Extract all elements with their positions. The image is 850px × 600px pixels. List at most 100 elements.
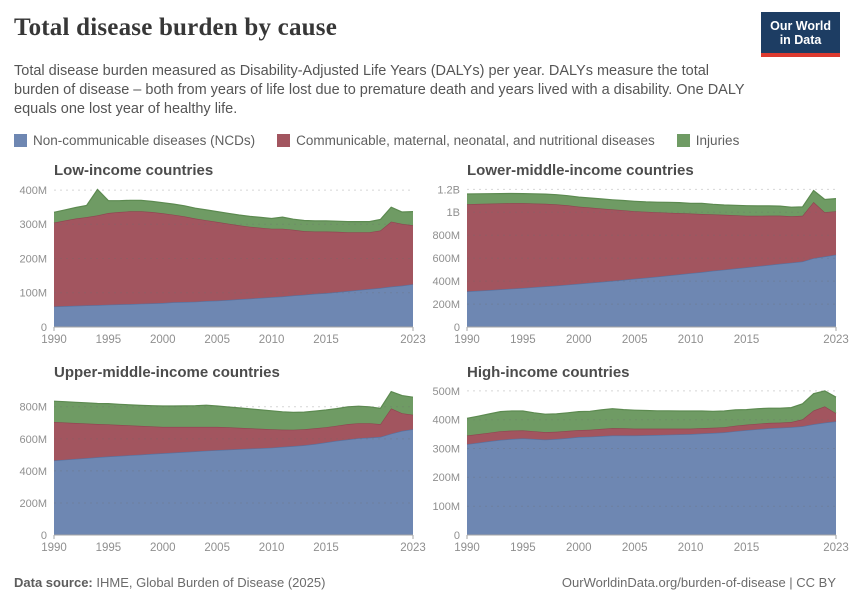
x-tick-label: 2010 [678, 334, 704, 346]
footer-source-label: Data source: [14, 574, 93, 590]
y-tick-label: 400M [19, 465, 47, 477]
y-tick-label: 100M [432, 501, 460, 513]
y-tick-label: 300M [19, 219, 47, 231]
legend-item-injuries: Injuries [676, 133, 740, 149]
chart-upper-middle-income[interactable]: 0 200M 400M 600M 800M 1990 1995 2000 2005 2010 201… [14, 384, 426, 557]
legend-label-injuries: Injuries [695, 133, 740, 149]
x-tick-label: 2023 [823, 542, 849, 554]
x-tick-label: 1995 [510, 334, 536, 346]
legend-label-ncds: Non-communicable diseases (NCDs) [33, 133, 256, 149]
area-ncds[interactable] [467, 254, 836, 327]
y-tick-label: 400M [432, 414, 460, 426]
y-tick-label: 800M [432, 230, 460, 242]
x-tick-label: 2023 [400, 334, 426, 346]
owid-logo[interactable]: Our World in Data [761, 12, 840, 57]
x-tick-label: 2005 [622, 542, 648, 554]
boundary-line-injuries [53, 187, 414, 222]
chart-cell-lower-middle-income: Lower-middle-income countries 0 200M 400M 6… [427, 161, 848, 349]
y-tick-label: 0 [41, 529, 47, 541]
y-tick-label: 300M [432, 443, 460, 455]
y-tick-label: 200M [432, 472, 460, 484]
y-tick-label: 100M [19, 287, 47, 299]
x-tick-label: 2005 [622, 334, 648, 346]
x-tick-label: 2015 [734, 542, 760, 554]
legend-label-communicable: Communicable, maternal, neonatal, and nu… [296, 133, 655, 149]
x-tick-label: 1990 [454, 542, 480, 554]
chart-title-upper-middle-income: Upper-middle-income countries [54, 363, 280, 381]
x-tick-label: 2023 [823, 334, 849, 346]
chart-subtitle: Total disease burden measured as Disabil… [14, 63, 745, 117]
charts-grid: Low-income countries 0 100M 200M 300M 400M 19… [14, 161, 848, 557]
y-tick-label: 0 [41, 321, 47, 333]
owid-logo-line2: in Data [779, 33, 822, 48]
chart-high-income[interactable]: 0 100M 200M 300M 400M 500M 1990 1995 2000 2005 201… [427, 384, 848, 557]
x-tick-label: 2023 [400, 542, 426, 554]
x-tick-label: 1990 [41, 334, 67, 346]
x-tick-label: 2000 [150, 334, 176, 346]
chart-cell-low-income: Low-income countries 0 100M 200M 300M 400M 19… [14, 161, 425, 349]
x-tick-label: 2015 [734, 334, 760, 346]
y-tick-label: 400M [19, 184, 47, 196]
chart-title-high-income: High-income countries [467, 363, 630, 381]
y-tick-label: 200M [19, 253, 47, 265]
chart-cell-upper-middle-income: Upper-middle-income countries 0 200M 400M 6… [14, 363, 426, 557]
x-tick-label: 2005 [204, 542, 230, 554]
legend: Non-communicable diseases (NCDs) Communi… [14, 132, 840, 150]
communicable-swatch-icon [277, 134, 291, 148]
owid-logo-line1: Our World [770, 19, 831, 33]
y-tick-label: 400M [432, 275, 460, 287]
x-tick-label: 1995 [510, 542, 536, 554]
header: Total disease burden by cause Our World … [14, 12, 840, 57]
area-communicable[interactable] [54, 407, 413, 461]
boundary-line-injuries [466, 189, 837, 208]
y-tick-label: 1B [447, 207, 460, 219]
x-tick-label: 2010 [678, 542, 704, 554]
area-ncds[interactable] [467, 420, 836, 535]
chart-low-income[interactable]: 0 100M 200M 300M 400M 1990 1995 2000 2005 2010 201… [14, 182, 425, 349]
x-tick-label: 2000 [566, 542, 592, 554]
legend-item-ncds: Non-communicable diseases (NCDs) [14, 133, 255, 148]
page-title: Total disease burden by cause [14, 14, 337, 41]
footer-source-text: IHME, Global Burden of Disease (2025) [92, 574, 326, 590]
x-tick-label: 1995 [96, 334, 122, 346]
x-tick-label: 2010 [259, 542, 285, 554]
area-ncds[interactable] [54, 428, 413, 535]
x-tick-label: 2000 [150, 542, 176, 554]
y-tick-label: 600M [19, 433, 47, 445]
chart-lower-middle-income[interactable]: 0 200M 400M 600M 800M 1B 1.2B 1990 1995 2000 2005 2… [427, 182, 848, 349]
legend-item-communicable: Communicable, maternal, neonatal, and nu… [277, 133, 655, 148]
y-tick-label: 1.2B [437, 184, 460, 196]
y-tick-label: 600M [432, 253, 460, 265]
x-tick-label: 2015 [313, 334, 339, 346]
y-tick-label: 0 [454, 321, 460, 333]
y-tick-label: 200M [432, 298, 460, 310]
x-tick-label: 2010 [259, 334, 285, 346]
y-tick-label: 0 [454, 529, 460, 541]
area-communicable[interactable] [54, 210, 413, 307]
x-tick-label: 1995 [96, 542, 122, 554]
x-tick-label: 1990 [454, 334, 480, 346]
footer: Data source: IHME, Global Burden of Dise… [14, 575, 840, 590]
ncds-swatch-icon [14, 134, 27, 148]
x-tick-label: 1990 [41, 542, 67, 554]
injuries-swatch-icon [676, 134, 690, 148]
chart-cell-high-income: High-income countries 0 100M 200M 300M 400M 5… [427, 363, 848, 557]
chart-title-lower-middle-income: Lower-middle-income countries [467, 161, 694, 179]
boundary-line-injuries [466, 389, 837, 419]
footer-link[interactable]: OurWorldinData.org/burden-of-disease | C… [561, 574, 836, 590]
x-tick-label: 2015 [313, 542, 339, 554]
area-injuries[interactable] [467, 190, 836, 216]
boundary-line-ncds [53, 428, 414, 461]
area-injuries[interactable] [54, 391, 413, 430]
x-tick-label: 2000 [566, 334, 592, 346]
footer-source: Data source: IHME, Global Burden of Dise… [14, 575, 325, 590]
area-communicable[interactable] [467, 405, 836, 444]
boundary-line-injuries [53, 390, 414, 413]
area-ncds[interactable] [54, 283, 413, 327]
y-tick-label: 500M [432, 385, 460, 397]
area-communicable[interactable] [467, 201, 836, 291]
area-injuries[interactable] [467, 390, 836, 436]
y-tick-label: 800M [19, 401, 47, 413]
chart-title-low-income: Low-income countries [54, 161, 214, 179]
